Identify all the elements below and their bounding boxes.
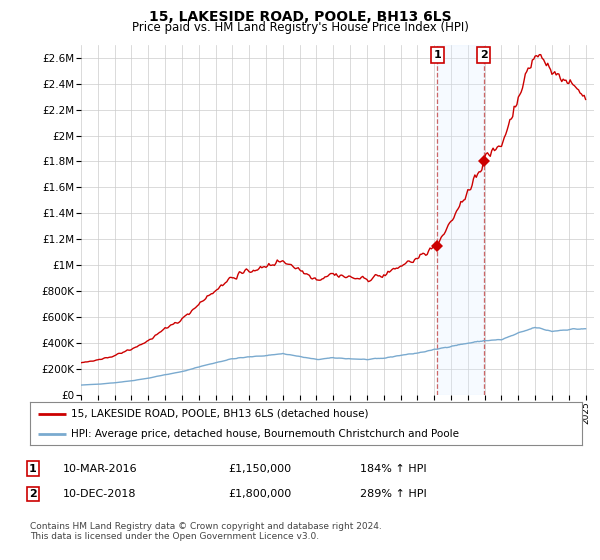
Text: £1,150,000: £1,150,000: [228, 464, 291, 474]
Text: 2: 2: [29, 489, 37, 499]
Text: £1,800,000: £1,800,000: [228, 489, 291, 499]
Text: HPI: Average price, detached house, Bournemouth Christchurch and Poole: HPI: Average price, detached house, Bour…: [71, 430, 460, 439]
Text: 1: 1: [434, 50, 441, 60]
Bar: [437, 45, 484, 395]
Text: 184% ↑ HPI: 184% ↑ HPI: [360, 464, 427, 474]
Text: 2: 2: [480, 50, 488, 60]
Text: 1: 1: [29, 464, 37, 474]
Text: 15, LAKESIDE ROAD, POOLE, BH13 6LS (detached house): 15, LAKESIDE ROAD, POOLE, BH13 6LS (deta…: [71, 409, 369, 419]
Text: Price paid vs. HM Land Registry's House Price Index (HPI): Price paid vs. HM Land Registry's House …: [131, 21, 469, 34]
Text: Contains HM Land Registry data © Crown copyright and database right 2024.
This d: Contains HM Land Registry data © Crown c…: [30, 522, 382, 542]
Text: 15, LAKESIDE ROAD, POOLE, BH13 6LS: 15, LAKESIDE ROAD, POOLE, BH13 6LS: [149, 10, 451, 24]
Text: 10-MAR-2016: 10-MAR-2016: [63, 464, 137, 474]
Text: 289% ↑ HPI: 289% ↑ HPI: [360, 489, 427, 499]
Text: 10-DEC-2018: 10-DEC-2018: [63, 489, 137, 499]
